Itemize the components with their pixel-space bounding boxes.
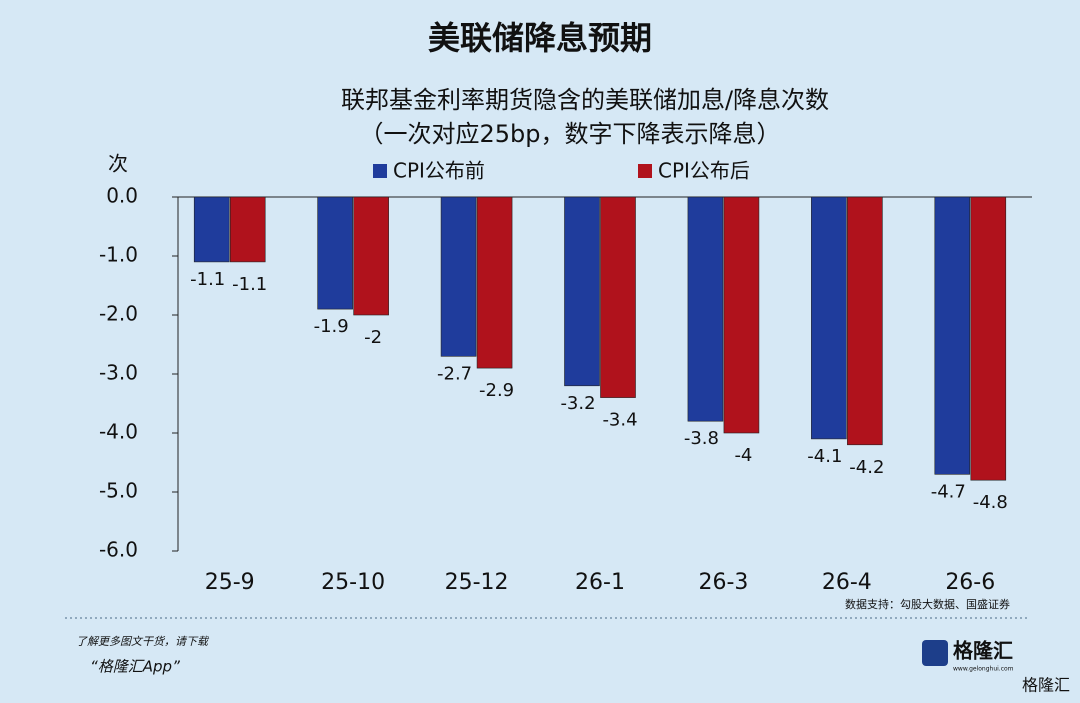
chart-subtitle: 联邦基金利率期货隐含的美联储加息/降息次数 xyxy=(341,86,829,114)
bar xyxy=(229,196,266,263)
footer-note: 了解更多图文干货，请下载 xyxy=(76,635,210,648)
logo-icon xyxy=(922,640,948,666)
bar xyxy=(440,196,477,357)
x-tick-label: 26-6 xyxy=(945,570,995,595)
data-label: -2.7 xyxy=(437,363,472,384)
bar xyxy=(317,196,353,310)
data-label: -4 xyxy=(734,445,752,466)
x-tick-label: 26-3 xyxy=(698,570,748,595)
footer-app: “格隆汇App” xyxy=(90,658,180,676)
bar xyxy=(564,196,600,387)
data-label: -3.4 xyxy=(602,410,637,431)
y-tick-label: -2.0 xyxy=(99,302,138,326)
logo-text: 格隆汇 xyxy=(953,639,1013,663)
bar xyxy=(723,196,760,434)
data-label: -2 xyxy=(364,327,382,348)
chart-subtitle: （一次对应25bp，数字下降表示降息） xyxy=(359,120,780,148)
data-label: -2.9 xyxy=(479,380,514,401)
bar xyxy=(476,196,513,369)
data-label: -1.1 xyxy=(190,269,225,290)
y-tick-label: -6.0 xyxy=(99,538,138,562)
data-label: -4.7 xyxy=(931,481,966,502)
chart-title: 美联储降息预期 xyxy=(428,19,652,57)
legend-label: CPI公布后 xyxy=(658,159,750,183)
x-tick-label: 26-1 xyxy=(575,570,625,595)
data-label: -4.2 xyxy=(849,457,884,478)
data-label: -4.8 xyxy=(973,492,1008,513)
source: 数据支持：勾股大数据、国盛证券 xyxy=(845,597,1010,611)
bar xyxy=(687,196,724,422)
data-label: -1.9 xyxy=(314,316,349,337)
y-tick-label: -5.0 xyxy=(99,479,138,503)
x-tick-label: 26-4 xyxy=(822,570,872,595)
data-label: -4.1 xyxy=(807,446,842,467)
logo-url: www.gelonghui.com xyxy=(953,666,1014,673)
data-label: -3.8 xyxy=(684,428,719,449)
y-axis-label: 次 xyxy=(108,152,128,176)
bar xyxy=(811,196,847,440)
bar xyxy=(934,196,971,475)
y-tick-label: -3.0 xyxy=(99,361,138,385)
bar xyxy=(847,196,883,446)
x-tick-label: 25-10 xyxy=(321,570,385,595)
data-label: -3.2 xyxy=(560,393,595,414)
data-label: -1.1 xyxy=(232,274,267,295)
bar xyxy=(193,196,230,263)
x-tick-label: 25-12 xyxy=(445,570,509,595)
bar xyxy=(970,196,1007,481)
watermark: 格隆汇 xyxy=(1022,676,1070,695)
legend-label: CPI公布前 xyxy=(393,159,485,183)
legend-swatch xyxy=(373,164,387,178)
y-tick-label: -4.0 xyxy=(99,420,138,444)
bar xyxy=(600,196,636,398)
legend-swatch xyxy=(638,164,652,178)
y-tick-label: -1.0 xyxy=(99,243,138,267)
bar xyxy=(353,196,389,316)
y-tick-label: 0.0 xyxy=(106,184,138,208)
x-tick-label: 25-9 xyxy=(205,570,255,595)
